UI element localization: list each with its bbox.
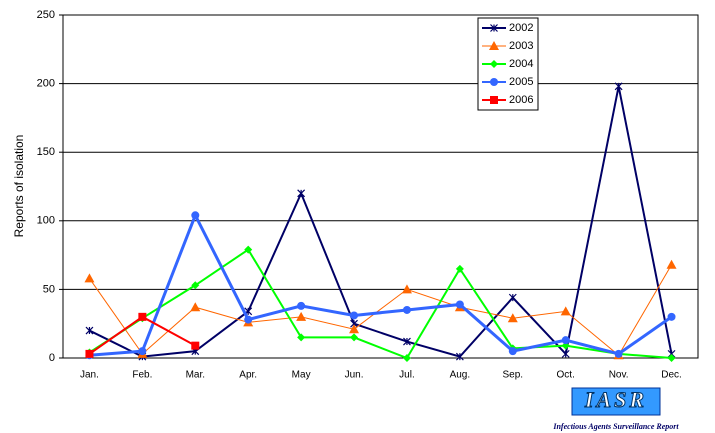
data-point: [85, 349, 94, 358]
data-point: [138, 312, 147, 321]
data-point: [190, 302, 201, 312]
data-point: [191, 341, 200, 350]
data-point: [296, 311, 307, 321]
y-tick-label: 100: [37, 215, 55, 227]
x-tick-label: Jul.: [399, 370, 415, 381]
data-point: [84, 273, 95, 283]
series-line: [89, 264, 672, 357]
logo-box: [571, 387, 661, 416]
series-line: [89, 211, 673, 357]
data-point: [667, 354, 676, 362]
data-point: [349, 324, 360, 334]
data-point: [560, 306, 571, 316]
data-point: [614, 82, 623, 91]
x-tick-label: Jan.: [80, 370, 99, 381]
x-tick-label: Aug.: [450, 370, 471, 381]
data-point: [561, 349, 570, 358]
legend-label: 2006: [509, 94, 533, 106]
legend-marker: [489, 41, 499, 50]
y-tick-label: 0: [49, 352, 55, 364]
data-point: [507, 313, 518, 323]
legend-marker: [490, 78, 498, 86]
data-point: [403, 337, 411, 346]
data-point: [85, 326, 94, 335]
x-tick-label: Mar.: [186, 370, 205, 381]
x-tick-label: Nov.: [609, 370, 629, 381]
legend-marker: [490, 60, 498, 68]
data-point: [244, 315, 253, 324]
legend-marker: [490, 96, 498, 104]
data-point: [297, 189, 306, 198]
x-tick-label: Oct.: [557, 370, 575, 381]
data-point: [191, 281, 200, 290]
data-point: [455, 264, 464, 273]
x-tick-label: May: [292, 370, 311, 381]
data-point: [667, 312, 676, 321]
data-point: [297, 301, 306, 310]
data-point: [508, 347, 517, 356]
legend-label: 2002: [509, 22, 533, 34]
x-tick-label: Apr.: [239, 370, 257, 381]
legend-marker: [490, 24, 498, 32]
x-tick-label: Sep.: [503, 370, 524, 381]
data-point: [402, 305, 411, 314]
x-tick-label: Feb.: [132, 370, 152, 381]
data-point: [402, 354, 411, 362]
logo-subtitle: Infectious Agents Surveillance Report: [552, 422, 679, 431]
legend-label: 2004: [509, 58, 533, 70]
series-line: [89, 86, 673, 358]
x-tick-label: Jun.: [345, 370, 364, 381]
legend-label: 2003: [509, 40, 533, 52]
y-tick-label: 250: [37, 9, 55, 21]
y-axis-label: Reports of isolation: [12, 135, 26, 238]
logo: IASR Infectious Agents Surveillance Repo…: [552, 387, 679, 431]
data-point: [561, 341, 570, 350]
data-point: [244, 245, 253, 254]
y-tick-label: 200: [37, 78, 55, 90]
y-tick-label: 150: [37, 146, 55, 158]
data-point: [350, 333, 359, 342]
data-point: [138, 347, 147, 356]
data-point: [455, 352, 464, 361]
legend: 2002 2003 2004 2005 2006: [477, 17, 539, 111]
data-point: [455, 300, 464, 309]
x-tick-label: Dec.: [661, 370, 682, 381]
series-line: [88, 248, 672, 360]
data-point: [614, 349, 623, 358]
legend-label: 2005: [509, 76, 533, 88]
logo-title: IASR: [584, 387, 647, 412]
data-point: [666, 259, 677, 269]
data-point: [297, 333, 306, 342]
data-point: [508, 293, 517, 302]
data-point: [350, 311, 359, 320]
data-point: [191, 211, 200, 220]
data-point: [401, 284, 412, 294]
y-tick-label: 50: [43, 283, 55, 295]
data-point: [561, 336, 570, 345]
